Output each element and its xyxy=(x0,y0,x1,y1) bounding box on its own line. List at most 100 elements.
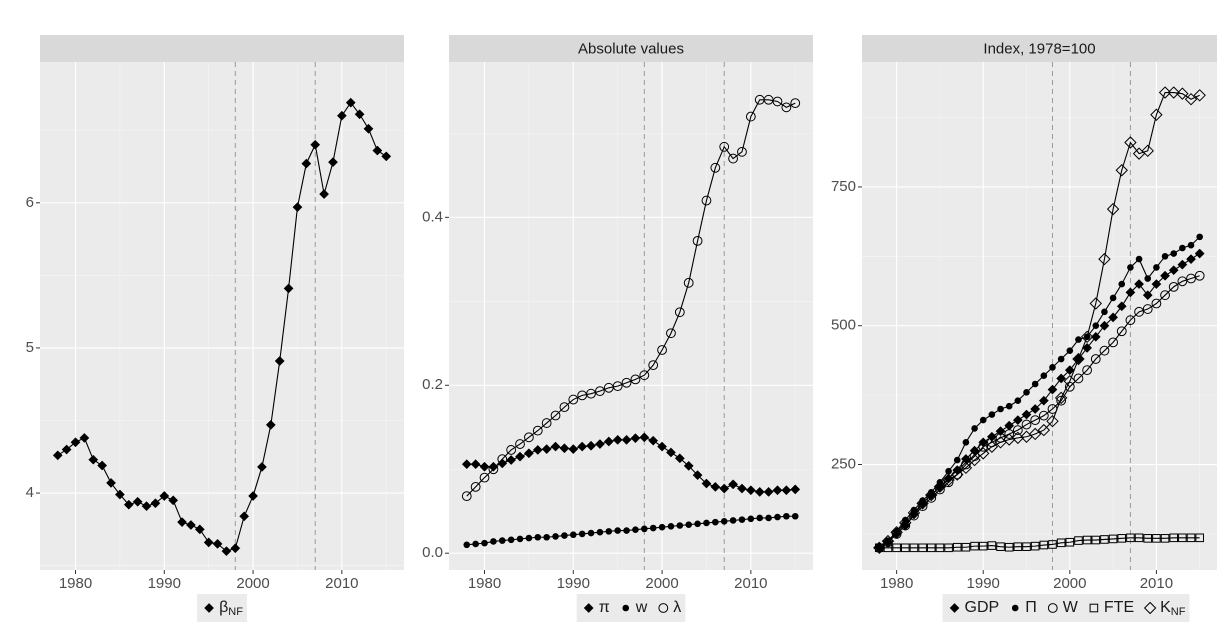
legend-item: GDP xyxy=(949,599,999,616)
data-point xyxy=(1186,273,1196,284)
data-point xyxy=(587,529,595,537)
data-point xyxy=(1176,87,1189,100)
data-point xyxy=(594,439,605,450)
data-point xyxy=(1056,538,1066,548)
facet-strip xyxy=(40,35,404,62)
data-point xyxy=(470,481,481,492)
plot-background xyxy=(40,62,404,570)
data-point xyxy=(1141,144,1154,158)
data-point xyxy=(781,485,792,496)
data-point xyxy=(568,444,579,455)
legend-key xyxy=(1011,604,1019,612)
data-point xyxy=(935,484,945,495)
y-tick-label: 500 xyxy=(831,317,856,334)
data-point xyxy=(873,541,886,554)
data-point xyxy=(559,402,570,413)
data-point xyxy=(712,518,719,526)
data-point xyxy=(694,520,701,528)
legend-label: λ xyxy=(673,599,681,616)
data-point xyxy=(1167,86,1180,99)
data-point xyxy=(701,478,712,489)
data-point xyxy=(1125,315,1136,326)
data-point xyxy=(1092,322,1100,330)
data-point xyxy=(1127,264,1134,271)
data-point xyxy=(319,189,330,200)
data-point xyxy=(301,158,312,169)
data-point xyxy=(639,370,650,381)
data-point xyxy=(997,405,1004,413)
data-point xyxy=(1187,241,1195,249)
data-point xyxy=(953,456,961,464)
data-point xyxy=(1160,270,1171,281)
data-point xyxy=(532,425,543,436)
data-point xyxy=(970,541,979,551)
data-point xyxy=(336,110,347,121)
data-point xyxy=(345,97,356,108)
series-1 xyxy=(52,97,392,557)
data-point xyxy=(1134,533,1144,543)
legend-label: KNF xyxy=(1160,599,1186,618)
data-point xyxy=(747,515,755,523)
series-3 xyxy=(874,270,1205,553)
data-point xyxy=(525,534,533,542)
panel-index: Index, 1978=100 1980 1990 2000 2010 250 500 750… xyxy=(831,35,1217,622)
data-point xyxy=(892,543,901,553)
data-point xyxy=(909,510,919,521)
data-point xyxy=(1038,395,1049,406)
data-point xyxy=(1108,534,1118,544)
data-point xyxy=(1056,373,1067,384)
plot-background xyxy=(449,62,813,570)
data-point xyxy=(945,467,952,475)
data-point xyxy=(621,377,632,388)
data-point xyxy=(534,533,542,541)
data-point xyxy=(1194,270,1205,281)
data-point xyxy=(1073,373,1084,384)
data-point xyxy=(1170,250,1178,257)
data-point xyxy=(328,157,338,168)
data-point xyxy=(1143,534,1153,543)
legend-item: KNF xyxy=(1143,599,1186,618)
x-tick-label: 1990 xyxy=(148,575,181,592)
data-point xyxy=(1135,255,1143,263)
x-tick-label: 1980 xyxy=(59,575,92,592)
data-point xyxy=(612,381,623,392)
data-point xyxy=(933,480,947,493)
data-point xyxy=(900,520,911,531)
data-point xyxy=(1022,542,1031,551)
data-point xyxy=(596,528,604,536)
data-point xyxy=(488,464,499,475)
data-point xyxy=(141,501,152,512)
data-point xyxy=(692,470,703,481)
data-point xyxy=(106,477,116,488)
data-point xyxy=(719,141,730,152)
data-point xyxy=(667,523,675,530)
legend-background xyxy=(576,594,686,622)
data-point xyxy=(1100,535,1109,544)
legend-key xyxy=(622,604,630,612)
data-point xyxy=(354,109,365,120)
data-point xyxy=(559,443,570,454)
legend-item: W xyxy=(1047,599,1079,616)
data-point xyxy=(256,461,267,472)
legend-item: π xyxy=(583,599,610,616)
data-point xyxy=(737,146,747,157)
data-point xyxy=(481,539,488,547)
data-point xyxy=(541,418,552,428)
data-point xyxy=(194,524,205,535)
data-point xyxy=(971,425,978,432)
data-point xyxy=(97,460,108,471)
legend-label: w xyxy=(635,599,648,616)
data-point xyxy=(978,441,989,452)
data-point xyxy=(772,485,783,496)
data-point xyxy=(728,153,738,164)
data-point xyxy=(1048,540,1057,549)
facet-strip xyxy=(862,35,1217,62)
data-point xyxy=(1066,347,1074,354)
data-point xyxy=(523,448,534,459)
data-point xyxy=(1178,533,1187,543)
data-point xyxy=(900,543,910,553)
x-tick-label: 2000 xyxy=(645,575,678,592)
data-point xyxy=(692,235,703,246)
data-point xyxy=(515,451,525,462)
data-point xyxy=(685,521,693,528)
